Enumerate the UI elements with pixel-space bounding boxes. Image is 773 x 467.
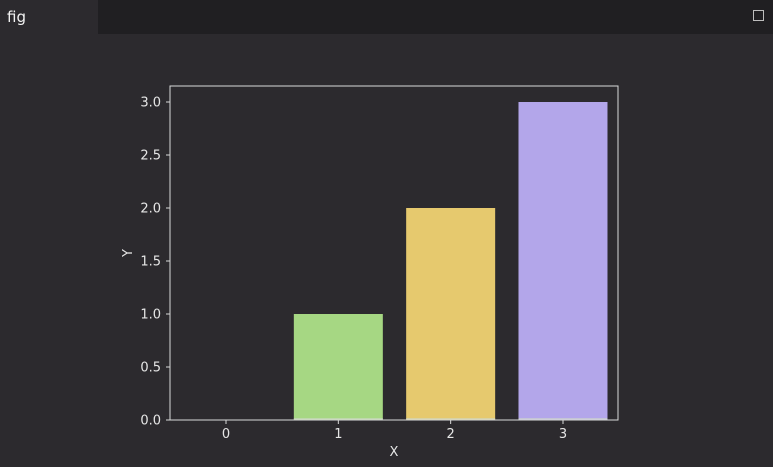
y-tick-label: 1.0 [140,308,161,323]
x-tick-label: 2 [447,427,455,442]
y-tick-label: 2.5 [140,149,161,164]
plot-frame [169,85,619,421]
bar-1 [293,314,383,420]
bars-group [293,102,608,420]
bar-base-1 [293,418,383,420]
y-axis-ticks: 0.0 0.5 1.0 1.5 2.0 2.5 3.0 [140,96,170,429]
x-axis-label: X [390,445,399,460]
bar-2 [406,208,496,420]
y-axis-label: Y [121,249,136,258]
y-tick-label: 1.5 [140,255,161,270]
x-axis-ticks: 0 1 2 3 [222,420,567,442]
bar-base-2 [406,418,496,420]
tab-bar: fig [0,0,773,34]
x-tick-label: 3 [559,427,567,442]
tab-fig[interactable]: fig [0,0,98,34]
bar-base-3 [518,418,608,420]
x-tick-label: 0 [222,427,230,442]
y-tick-label: 0.5 [140,361,161,376]
maximize-icon[interactable] [753,10,764,21]
y-tick-label: 2.0 [140,202,161,217]
y-tick-label: 0.0 [140,414,161,429]
bar-3 [518,102,608,420]
y-tick-label: 3.0 [140,96,161,111]
x-tick-label: 1 [334,427,342,442]
